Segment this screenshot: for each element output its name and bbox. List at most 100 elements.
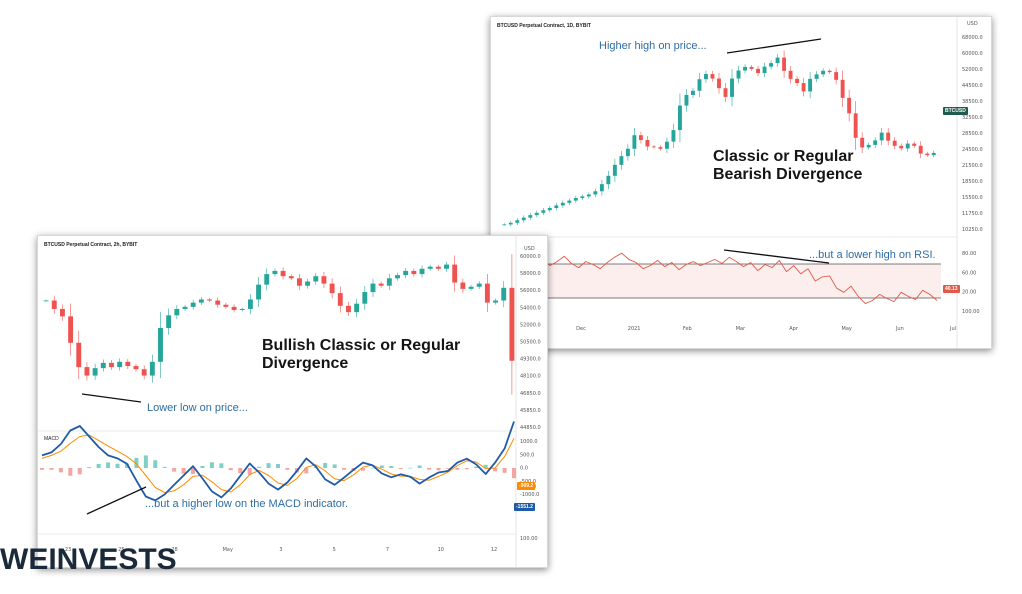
- time-axis-tick-label: 5: [333, 547, 336, 553]
- price-candle: [484, 283, 490, 303]
- macd-histogram-bar: [398, 468, 403, 470]
- price-candle: [860, 137, 865, 148]
- price-candle: [788, 70, 793, 79]
- higher-high-trendline: [726, 38, 822, 54]
- macd-histogram-bar: [181, 468, 186, 474]
- price-candle: [337, 293, 343, 306]
- macd-histogram-bar: [124, 463, 129, 468]
- price-candle: [141, 369, 147, 376]
- price-axis-tick-label: 52000.0: [520, 322, 541, 328]
- macd-histogram-bar: [49, 468, 54, 470]
- price-candle: [190, 302, 196, 307]
- price-axis-tick-label: 60000.0: [520, 254, 541, 260]
- price-candle: [918, 145, 923, 154]
- price-candle: [834, 72, 839, 80]
- annotation-higher-low-macd: ...but a higher low on the MACD indicato…: [145, 498, 348, 510]
- macd-histogram-bar: [389, 466, 394, 468]
- time-axis-tick-label: May: [842, 326, 852, 332]
- price-axis-tick-label: 38500.0: [962, 99, 983, 105]
- macd-signal-line: [41, 434, 515, 494]
- price-candle: [354, 303, 360, 313]
- macd-histogram-bar: [238, 468, 243, 474]
- macd-histogram-bar: [342, 468, 347, 470]
- rsi-axis-tick-label: 100.00: [962, 309, 980, 315]
- price-axis-tick-label: 52000.0: [962, 67, 983, 73]
- price-candle: [697, 79, 702, 91]
- macd-histogram-bar: [483, 464, 488, 468]
- price-axis-tick-label: 54000.0: [520, 305, 541, 311]
- price-axis-tick-label: 48100.0: [520, 374, 541, 380]
- macd-histogram-bar: [143, 455, 148, 468]
- price-candle: [362, 292, 368, 304]
- price-candle: [710, 74, 715, 79]
- annotation-higher-high: Higher high on price...: [599, 40, 707, 52]
- time-axis-tick-label: Dec: [576, 326, 586, 332]
- price-candle: [743, 66, 747, 71]
- macd-histogram-bar: [162, 466, 167, 468]
- rsi-line: [506, 252, 938, 305]
- macd-histogram-bar: [464, 468, 469, 470]
- macd-histogram-bar: [200, 466, 205, 468]
- price-candle: [886, 132, 891, 141]
- price-candle: [619, 156, 624, 165]
- price-candle: [174, 308, 180, 316]
- price-axis-tick-label: 44850.0: [520, 425, 541, 431]
- macd-histogram-bar: [417, 465, 422, 468]
- macd-histogram-bar: [445, 468, 450, 469]
- price-candle: [678, 105, 682, 131]
- price-candle: [231, 306, 237, 311]
- time-axis-tick-label: 28: [171, 547, 177, 553]
- price-candle: [509, 287, 515, 361]
- price-candle: [632, 135, 637, 149]
- price-candle: [756, 68, 760, 74]
- price-candle: [256, 284, 262, 300]
- price-candle: [638, 135, 643, 141]
- price-candle: [567, 200, 572, 203]
- macd-histogram-bar: [209, 462, 214, 468]
- macd-histogram-bar: [323, 462, 328, 468]
- price-candle: [288, 276, 294, 279]
- macd-histogram-bar: [115, 463, 120, 468]
- headline-line-1: Bullish Classic or Regular: [262, 337, 461, 354]
- price-candle: [51, 300, 57, 309]
- price-axis-tick-label: 11750.0: [962, 211, 983, 217]
- price-candle: [452, 264, 458, 283]
- chart-title: BTCUSD Perpetual Contract, 1D, BYBIT: [497, 23, 591, 29]
- price-candle: [395, 275, 400, 279]
- price-candle: [892, 140, 897, 146]
- price-candle: [554, 205, 559, 208]
- price-candle: [468, 286, 474, 289]
- rsi-band: [501, 264, 941, 298]
- time-axis-tick-label: 25: [118, 547, 124, 553]
- rsi-axis-tick-label: 80.00: [962, 251, 976, 257]
- price-candle: [606, 175, 611, 185]
- time-axis-tick-label: 23: [65, 547, 71, 553]
- macd-histogram-bar: [436, 468, 441, 471]
- macd-histogram-bar: [40, 468, 44, 470]
- headline-line-2: Bearish Divergence: [713, 166, 863, 183]
- price-candle: [149, 361, 155, 376]
- price-candle: [247, 299, 253, 309]
- price-candle: [717, 78, 721, 89]
- price-axis-tick-label: 28500.0: [962, 131, 983, 137]
- macd-histogram-bar: [106, 462, 111, 468]
- headline-line-1: Classic or Regular: [713, 148, 854, 165]
- price-candle: [704, 74, 708, 80]
- macd-histogram-bar: [58, 468, 63, 473]
- price-candle: [117, 361, 123, 368]
- bearish-divergence-chart: USD 68000.0 60000.0 52000.0 44500.0 38500.0 32…: [490, 16, 992, 349]
- price-candle: [109, 362, 114, 368]
- price-candle: [215, 300, 221, 305]
- price-candle: [931, 152, 936, 156]
- price-candle: [528, 215, 533, 218]
- price-candle: [795, 78, 800, 84]
- price-axis-tick-label: 45850.0: [520, 408, 541, 414]
- bullish-divergence-chart: USD 60000.0 58000.0 56000.0 54000.0 52000.0 50…: [37, 235, 548, 568]
- macd-histogram-bar: [96, 464, 101, 468]
- macd-line: [41, 421, 515, 502]
- macd-histogram-bar: [474, 466, 479, 468]
- macd-axis-tick-label: 1000.0: [520, 439, 538, 445]
- macd-histogram-bar: [134, 457, 139, 468]
- price-candle: [515, 220, 520, 223]
- price-candle: [59, 308, 65, 317]
